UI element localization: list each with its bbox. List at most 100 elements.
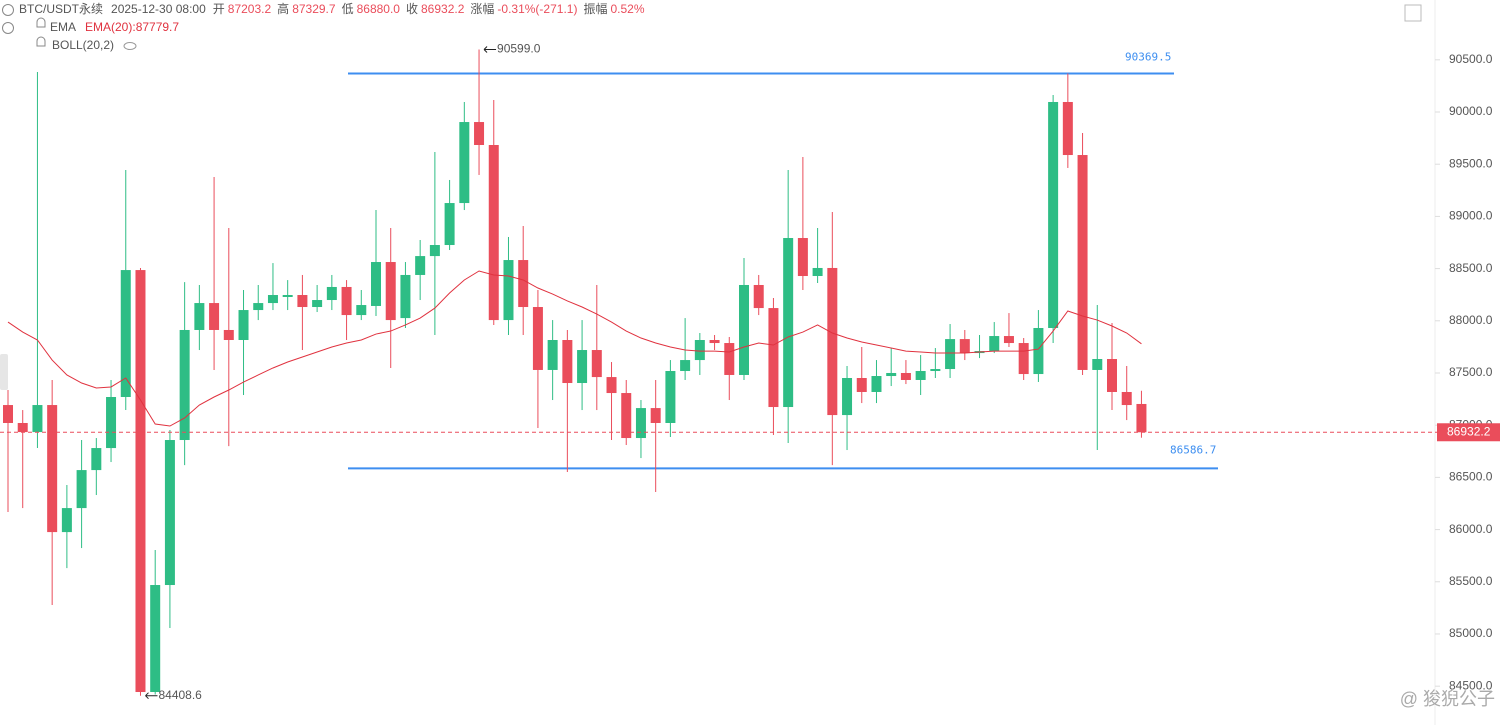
candle-body: [17, 422, 28, 433]
price-tag: [1437, 423, 1500, 442]
y-tick-label: 90500.0: [1449, 52, 1493, 66]
candle-body: [415, 256, 426, 275]
candle-body: [76, 470, 87, 509]
marker-arrow: [483, 46, 497, 53]
bell-icon[interactable]: [36, 17, 46, 28]
level-label: 90369.5: [1125, 50, 1171, 63]
candle-body: [326, 286, 337, 301]
candle-body: [945, 339, 956, 370]
candle-body: [371, 262, 381, 306]
candle-body: [282, 295, 293, 297]
candle-body: [223, 329, 234, 341]
candle-body: [812, 267, 823, 277]
candle-body: [724, 343, 735, 375]
field-name: 振幅: [583, 1, 607, 16]
candle-body: [650, 408, 661, 423]
candle-body: [120, 270, 131, 398]
low-marker-label: 84408.6: [158, 688, 202, 702]
y-tick-label: 89000.0: [1449, 209, 1493, 223]
y-tick-label: 87500.0: [1449, 365, 1493, 379]
candle-body: [459, 122, 470, 204]
candle-body: [356, 305, 367, 316]
candle-body: [709, 340, 720, 344]
candle-body: [429, 245, 440, 257]
collapse-icon[interactable]: [2, 22, 14, 34]
candle-body: [164, 440, 175, 586]
y-tick-label: 89500.0: [1449, 156, 1493, 170]
candle-body: [312, 300, 323, 308]
y-tick-label: 84500.0: [1449, 678, 1493, 692]
candle-body: [106, 397, 117, 449]
candle-body: [488, 145, 499, 321]
candle-body: [194, 303, 205, 330]
candle-body: [753, 284, 764, 309]
candle-body: [562, 340, 573, 384]
field-value: 86880.0: [357, 2, 401, 16]
datetime: 2025-12-30 08:00: [111, 2, 206, 16]
candle-body: [1077, 155, 1088, 370]
candle-body: [532, 307, 543, 370]
candle-body: [783, 238, 794, 408]
y-tick-label: 86000.0: [1449, 522, 1493, 536]
field-value: -0.31%(-271.1): [497, 2, 577, 16]
candle-body: [47, 405, 58, 533]
symbol: BTC/USDT永续: [19, 2, 103, 16]
candle-body: [253, 303, 264, 311]
field-name: 涨幅: [470, 1, 494, 16]
level-label: 86586.7: [1170, 443, 1216, 456]
eye-icon[interactable]: [123, 42, 137, 50]
candle-body: [768, 308, 779, 408]
candle-body: [1107, 359, 1117, 392]
candle-body: [930, 369, 941, 372]
candle-body: [474, 122, 485, 145]
candle-body: [297, 295, 308, 308]
candle-body: [900, 372, 911, 380]
ema-line: [7, 270, 1142, 427]
marker-arrow: [145, 692, 158, 700]
candle-body: [385, 262, 396, 321]
candle-body: [621, 393, 632, 439]
field-name: 高: [277, 1, 289, 16]
candle-body: [635, 408, 646, 439]
candle-body: [32, 405, 43, 433]
candle-body: [856, 378, 867, 392]
field-name: 开: [213, 2, 225, 16]
y-tick-label: 88500.0: [1449, 261, 1493, 275]
candle-body: [1062, 101, 1073, 156]
indicator-name: BOLL(20,2): [52, 38, 114, 52]
candle-body: [665, 371, 676, 423]
candle-body: [61, 508, 72, 533]
field-name: 收: [406, 2, 418, 16]
side-tab[interactable]: [0, 354, 8, 390]
candle-body: [886, 372, 897, 377]
candle-body: [871, 376, 882, 392]
candle-body: [989, 336, 1000, 352]
candle-body: [341, 286, 352, 316]
field-value: 0.52%: [610, 2, 644, 16]
y-tick-label: 90000.0: [1449, 104, 1493, 118]
candle-body: [591, 350, 602, 378]
candle-body: [797, 238, 808, 277]
candle-body: [959, 339, 970, 354]
candle-body: [577, 350, 588, 384]
candle-body: [1121, 391, 1132, 406]
candle-body: [135, 270, 146, 693]
collapse-icon[interactable]: [2, 4, 14, 16]
candle-body: [1018, 343, 1029, 375]
candle-body: [1033, 327, 1044, 375]
candle-body: [209, 303, 220, 330]
candle-body: [1048, 101, 1059, 328]
candle-body: [1136, 403, 1147, 433]
field-value: 87329.7: [292, 2, 336, 16]
y-tick-label: 85500.0: [1449, 574, 1493, 588]
candle-body: [915, 371, 926, 380]
candle-body: [606, 377, 617, 394]
y-tick-label: 85000.0: [1449, 626, 1493, 640]
expand-button[interactable]: [1404, 4, 1422, 22]
bell-icon[interactable]: [36, 36, 46, 47]
candle-body: [238, 310, 249, 341]
candle-body: [842, 378, 853, 416]
candle-body: [503, 260, 514, 321]
